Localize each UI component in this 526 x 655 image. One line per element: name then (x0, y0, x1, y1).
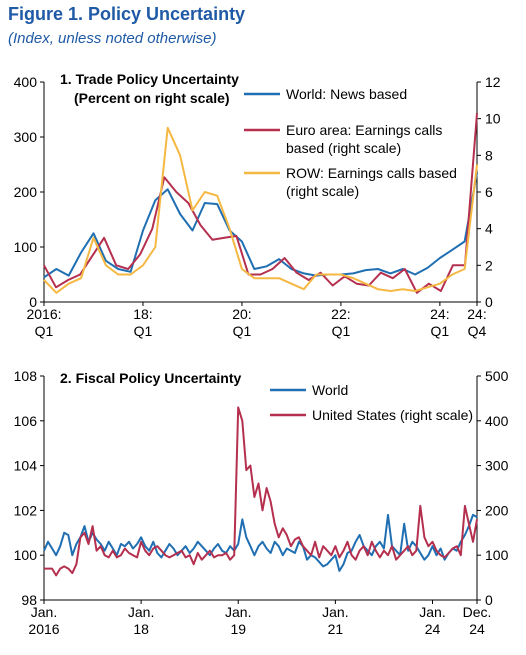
x-tick-label: Jan. (419, 604, 445, 620)
left-tick-label: 200 (14, 184, 38, 200)
left-tick-label: 108 (14, 368, 38, 384)
left-tick-label: 100 (14, 547, 38, 563)
left-tick-label: 300 (14, 129, 38, 145)
figure-title: Figure 1. Policy Uncertainty (8, 4, 246, 24)
legend-label: World: News based (286, 86, 407, 102)
left-tick-label: 98 (21, 592, 37, 608)
series-line (43, 513, 478, 572)
x-tick-label: 21 (328, 621, 344, 637)
series-line (43, 126, 478, 294)
panel-title: 1. Trade Policy Uncertainty (60, 71, 239, 87)
x-tick-label: Jan. (322, 604, 348, 620)
x-tick-label: 2016: (26, 306, 61, 322)
x-tick-label: 19 (230, 621, 246, 637)
x-tick-label: 2016 (28, 621, 59, 637)
left-tick-label: 106 (14, 413, 38, 429)
x-tick-label: 24: (467, 306, 486, 322)
right-tick-label: 0 (485, 592, 493, 608)
panel-subtitle: (Percent on right scale) (74, 90, 230, 106)
series-line (44, 406, 478, 577)
series-line (43, 172, 478, 279)
x-tick-label: 24 (469, 621, 485, 637)
legend-label: Euro area: Earnings calls (286, 122, 442, 138)
right-tick-label: 400 (485, 413, 509, 429)
x-tick-label: Jan. (225, 604, 251, 620)
panel-title: 2. Fiscal Policy Uncertainty (60, 370, 242, 386)
x-tick-label: Q1 (431, 323, 450, 339)
legend-label: based (right scale) (286, 140, 401, 156)
right-tick-label: 10 (485, 111, 501, 127)
x-tick-label: 22: (331, 306, 350, 322)
left-tick-label: 104 (14, 458, 38, 474)
series-line (43, 113, 478, 294)
legend-label: ROW: Earnings calls based (286, 165, 457, 181)
x-tick-label: 18 (133, 621, 149, 637)
x-tick-label: 24: (430, 306, 449, 322)
x-tick-label: Q1 (134, 323, 153, 339)
left-tick-label: 0 (29, 294, 37, 310)
right-tick-label: 0 (485, 294, 493, 310)
right-tick-label: 2 (485, 257, 493, 273)
x-tick-label: Q1 (35, 323, 54, 339)
x-tick-label: Jan. (31, 604, 57, 620)
legend-label: (right scale) (286, 183, 359, 199)
legend-label: United States (right scale) (312, 407, 473, 423)
trade-policy-uncertainty-chart: 01002003004000246810122016:Q118:Q120:Q12… (14, 71, 501, 339)
x-tick-label: 18: (133, 306, 152, 322)
x-tick-label: Q4 (468, 323, 487, 339)
right-tick-label: 6 (485, 184, 493, 200)
right-tick-label: 200 (485, 502, 509, 518)
left-tick-label: 102 (14, 502, 38, 518)
x-tick-label: 20: (232, 306, 251, 322)
x-tick-label: Q1 (233, 323, 252, 339)
figure-subtitle: (Index, unless noted otherwise) (8, 30, 217, 47)
x-tick-label: Q1 (332, 323, 351, 339)
right-tick-label: 8 (485, 147, 493, 163)
left-tick-label: 100 (14, 239, 38, 255)
fiscal-policy-uncertainty-chart: 981001021041061080100200300400500Jan.201… (14, 368, 509, 637)
right-tick-label: 4 (485, 221, 493, 237)
right-tick-label: 300 (485, 458, 509, 474)
right-tick-label: 100 (485, 547, 509, 563)
right-tick-label: 12 (485, 74, 501, 90)
left-tick-label: 400 (14, 74, 38, 90)
x-tick-label: Dec. (463, 604, 492, 620)
legend-label: World (312, 382, 348, 398)
x-tick-label: 24 (425, 621, 441, 637)
x-tick-label: Jan. (128, 604, 154, 620)
right-tick-label: 500 (485, 368, 509, 384)
